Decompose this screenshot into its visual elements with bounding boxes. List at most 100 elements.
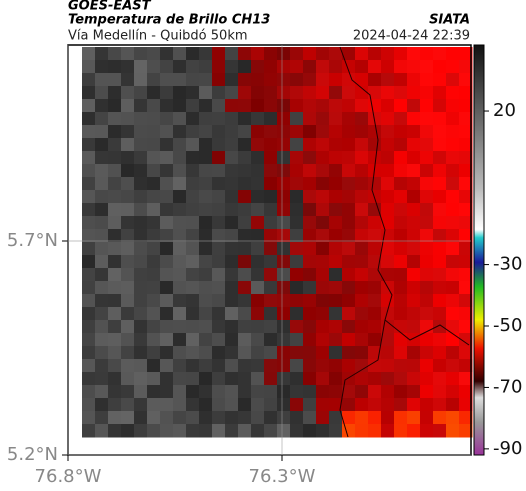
pixel bbox=[342, 398, 356, 412]
pixel bbox=[238, 216, 252, 230]
pixel bbox=[264, 294, 278, 308]
pixel bbox=[381, 307, 395, 321]
pixel bbox=[238, 60, 252, 74]
pixel bbox=[290, 281, 304, 295]
pixel bbox=[173, 385, 187, 399]
pixel bbox=[225, 164, 239, 178]
pixel bbox=[303, 216, 317, 230]
pixel bbox=[134, 242, 148, 256]
pixel bbox=[95, 112, 109, 126]
pixel bbox=[420, 424, 434, 438]
pixel bbox=[108, 73, 122, 87]
pixel bbox=[277, 268, 291, 282]
pixel bbox=[238, 294, 252, 308]
pixel bbox=[407, 320, 421, 334]
pixel bbox=[173, 333, 187, 347]
pixel bbox=[394, 398, 408, 412]
pixel bbox=[277, 242, 291, 256]
pixel bbox=[355, 99, 369, 113]
pixel bbox=[95, 177, 109, 191]
pixel bbox=[147, 151, 161, 165]
pixel bbox=[433, 190, 447, 204]
pixel bbox=[394, 151, 408, 165]
pixel bbox=[251, 73, 265, 87]
pixel bbox=[134, 112, 148, 126]
pixel bbox=[121, 86, 135, 100]
pixel bbox=[303, 281, 317, 295]
pixel bbox=[212, 164, 226, 178]
pixel bbox=[121, 125, 135, 139]
pixel bbox=[95, 294, 109, 308]
pixel bbox=[121, 411, 135, 425]
pixel bbox=[212, 242, 226, 256]
pixel bbox=[199, 385, 213, 399]
pixel bbox=[82, 138, 96, 152]
pixel bbox=[134, 86, 148, 100]
pixel bbox=[303, 372, 317, 386]
pixel bbox=[95, 47, 109, 61]
pixel bbox=[186, 112, 200, 126]
pixel bbox=[108, 203, 122, 217]
pixel bbox=[316, 372, 330, 386]
pixel bbox=[160, 138, 174, 152]
pixel bbox=[82, 242, 96, 256]
pixel bbox=[316, 359, 330, 373]
pixel bbox=[433, 333, 447, 347]
pixel bbox=[95, 203, 109, 217]
pixel bbox=[186, 60, 200, 74]
pixel bbox=[277, 346, 291, 360]
pixel bbox=[446, 86, 460, 100]
pixel bbox=[381, 47, 395, 61]
pixel bbox=[381, 268, 395, 282]
pixel bbox=[238, 86, 252, 100]
pixel bbox=[225, 294, 239, 308]
pixel bbox=[82, 60, 96, 74]
pixel bbox=[355, 424, 369, 438]
pixel bbox=[420, 112, 434, 126]
pixel bbox=[82, 385, 96, 399]
pixel bbox=[290, 229, 304, 243]
lon-label: 76.8°W bbox=[35, 466, 102, 487]
pixel bbox=[212, 333, 226, 347]
pixel bbox=[459, 47, 473, 61]
pixel bbox=[368, 47, 382, 61]
pixel bbox=[329, 164, 343, 178]
pixel bbox=[329, 242, 343, 256]
pixel bbox=[134, 60, 148, 74]
pixel bbox=[121, 177, 135, 191]
pixel bbox=[264, 255, 278, 269]
pixel bbox=[459, 398, 473, 412]
pixel bbox=[277, 99, 291, 113]
pixel bbox=[147, 73, 161, 87]
pixel bbox=[160, 359, 174, 373]
pixel bbox=[355, 73, 369, 87]
pixel bbox=[459, 73, 473, 87]
pixel bbox=[290, 99, 304, 113]
pixel bbox=[303, 255, 317, 269]
pixel bbox=[173, 164, 187, 178]
pixel bbox=[368, 203, 382, 217]
pixel bbox=[277, 372, 291, 386]
pixel bbox=[433, 86, 447, 100]
pixel bbox=[329, 424, 343, 438]
pixel bbox=[407, 151, 421, 165]
pixel bbox=[238, 346, 252, 360]
pixel bbox=[303, 60, 317, 74]
pixel bbox=[407, 47, 421, 61]
pixel bbox=[186, 411, 200, 425]
pixel bbox=[147, 294, 161, 308]
pixel bbox=[199, 99, 213, 113]
pixel bbox=[277, 138, 291, 152]
pixel bbox=[160, 372, 174, 386]
pixel bbox=[290, 372, 304, 386]
pixel bbox=[251, 320, 265, 334]
pixel bbox=[381, 294, 395, 308]
pixel bbox=[199, 268, 213, 282]
pixel bbox=[95, 216, 109, 230]
pixel bbox=[121, 229, 135, 243]
pixel bbox=[342, 268, 356, 282]
pixel bbox=[160, 333, 174, 347]
pixel bbox=[355, 47, 369, 61]
pixel bbox=[95, 281, 109, 295]
pixel bbox=[381, 125, 395, 139]
